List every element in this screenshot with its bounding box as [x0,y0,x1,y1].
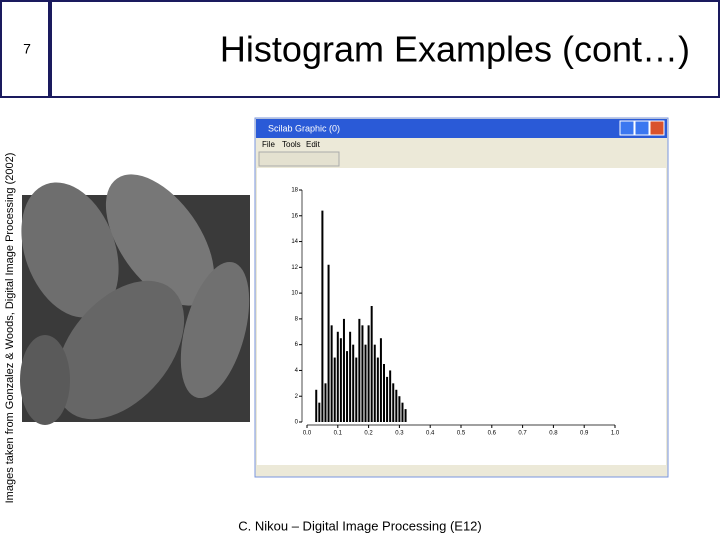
toolbar[interactable] [258,151,340,167]
y-tick-label: 12 [291,265,298,271]
bar [386,376,389,422]
bar [333,357,336,422]
bar [355,357,358,422]
number-box [0,0,50,98]
y-tick-label: 4 [295,368,299,374]
bar [352,344,355,422]
minimize-button[interactable] [619,120,635,136]
y-tick-label: 0 [295,420,299,426]
bar [361,325,364,422]
bar [349,331,352,422]
window-title: Scilab Graphic (0) [268,123,340,133]
bar [318,402,321,422]
bar [370,306,373,422]
bar [392,383,395,422]
y-tick-label: 14 [291,239,298,245]
bar [336,331,339,422]
y-tick-label: 8 [295,316,299,322]
bar [330,325,333,422]
photo [20,174,250,425]
close-button[interactable] [649,120,665,136]
bar [321,210,324,422]
x-tick-label: 0.3 [395,431,404,437]
bar [404,409,407,422]
title-box [50,0,720,98]
y-tick-label: 18 [291,188,298,194]
menu-item[interactable]: Edit [306,140,321,149]
y-tick-label: 16 [291,213,298,219]
scilab-window: Scilab Graphic (0) File Tools Edit [254,117,669,478]
maximize-button[interactable] [634,120,650,136]
x-tick-label: 0.0 [303,431,312,437]
x-tick-label: 0.4 [426,431,435,437]
bar [346,351,349,422]
x-tick-label: 0.6 [488,431,497,437]
bar [315,389,318,422]
side-note: Images taken from Gonzalez & Woods, Digi… [4,153,16,504]
menu-item[interactable]: File [262,140,275,149]
y-tick-label: 2 [295,394,299,400]
slide-number: 7 [23,41,31,57]
y-tick-label: 10 [291,291,298,297]
menu-item[interactable]: Tools [282,140,301,149]
bar [401,402,404,422]
x-tick-label: 1.0 [611,431,620,437]
footer: C. Nikou – Digital Image Processing (E12… [238,518,482,533]
x-tick-label: 0.2 [364,431,373,437]
x-tick-label: 0.7 [518,431,527,437]
bar [373,344,376,422]
bar [339,338,342,422]
bar [379,338,382,422]
x-tick-label: 0.9 [580,431,589,437]
bar [367,325,370,422]
bar [324,383,327,422]
bar [376,357,379,422]
x-tick-label: 0.8 [549,431,558,437]
bar [364,344,367,422]
x-tick-label: 0.5 [457,431,466,437]
bar [342,318,345,422]
bar [358,318,361,422]
x-tick-label: 0.1 [334,431,343,437]
slide-title: Histogram Examples (cont…) [220,29,690,70]
bar [389,370,392,422]
y-tick-label: 6 [295,342,299,348]
bar [327,264,330,422]
bar [383,364,385,422]
bar [395,389,398,422]
bar [398,396,401,422]
